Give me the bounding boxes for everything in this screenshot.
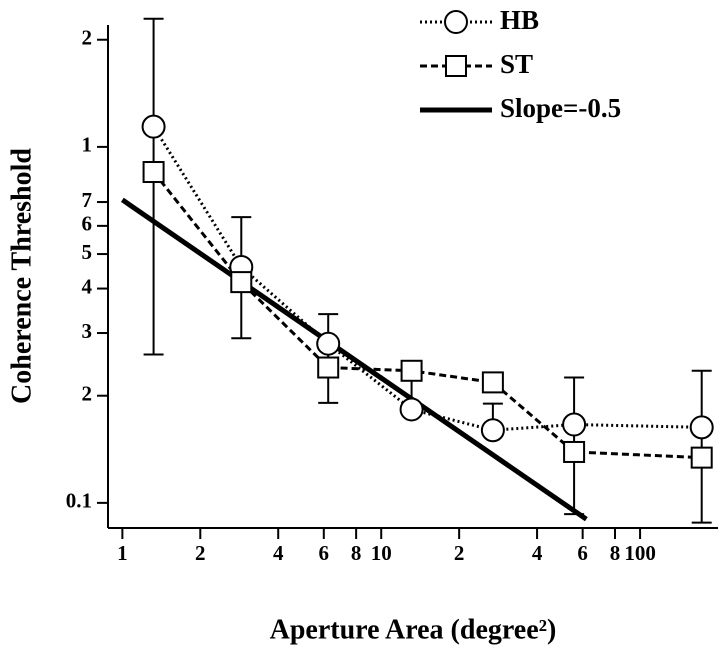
marker (316, 331, 341, 356)
x-tick-label: 1 (117, 541, 128, 565)
marker (399, 397, 424, 422)
x-tick-label: 6 (577, 541, 588, 565)
x-tick-label: 8 (351, 541, 362, 565)
legend-marker (445, 55, 467, 77)
y-tick-label: 1 (82, 133, 93, 157)
x-tick-label: 4 (273, 541, 284, 565)
marker (690, 446, 713, 469)
series-line (152, 171, 702, 460)
marker (480, 418, 505, 443)
x-tick-label: 2 (195, 541, 206, 565)
x-tick-label: 6 (319, 541, 330, 565)
y-tick-label: 0.1 (66, 489, 92, 513)
y-tick-label: 5 (82, 240, 93, 264)
legend-marker (444, 10, 468, 34)
y-tick-label: 4 (82, 274, 93, 298)
x-tick-label: 4 (532, 541, 543, 565)
y-tick-label: 2 (82, 382, 93, 406)
y-tick-label: 2 (82, 26, 93, 50)
marker (317, 356, 340, 379)
y-tick-label: 3 (82, 319, 93, 343)
marker (562, 412, 587, 437)
marker (230, 271, 253, 294)
marker (689, 415, 714, 440)
x-tick-label: 2 (454, 541, 465, 565)
y-tick-label: 7 (82, 188, 93, 212)
marker (400, 359, 423, 382)
y-axis-label: Coherence Threshold (6, 148, 37, 404)
y-tick-label: 6 (82, 212, 93, 236)
marker (141, 114, 166, 139)
legend-label: ST (500, 49, 533, 79)
legend-label: HB (500, 5, 539, 35)
marker (142, 161, 165, 184)
marker (481, 371, 504, 394)
series-line (120, 197, 588, 522)
x-tick-label: 100 (624, 541, 656, 565)
x-tick-label: 8 (610, 541, 621, 565)
marker (563, 440, 586, 463)
x-axis-label: Aperture Area (degree²) (270, 614, 557, 645)
x-tick-label: 10 (371, 541, 392, 565)
legend-label: Slope=-0.5 (500, 93, 621, 123)
